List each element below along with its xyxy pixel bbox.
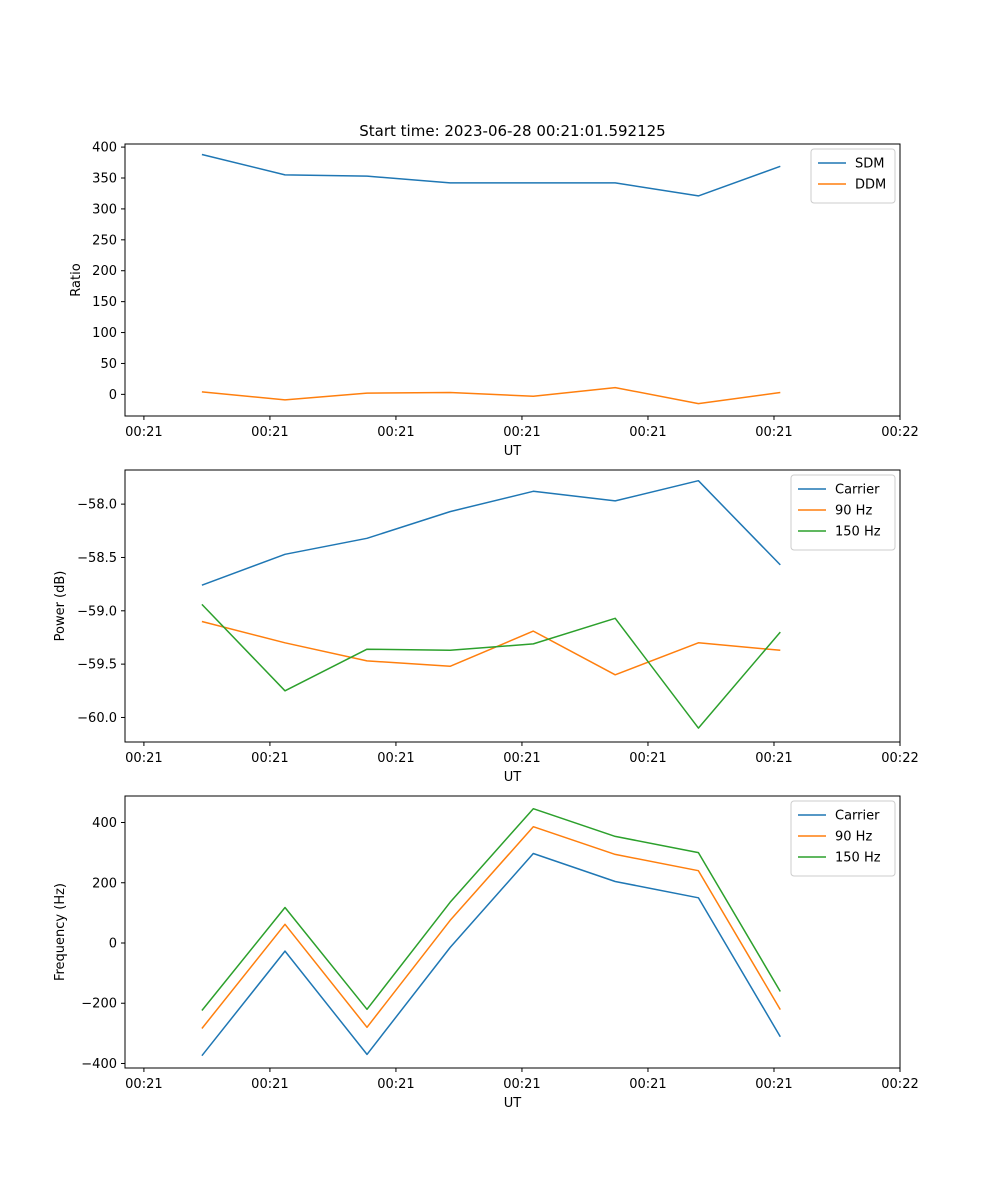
frequency-x-tick-label: 00:21 (125, 1077, 162, 1092)
frequency-legend-label-150-hz: 150 Hz (835, 851, 881, 866)
frequency-x-axis-label: UT (504, 1096, 522, 1111)
ratio-y-tick-label: 150 (92, 295, 117, 310)
power-x-tick-label: 00:21 (503, 751, 540, 766)
ratio-x-tick-label: 00:21 (377, 425, 414, 440)
power-y-axis-label: Power (dB) (53, 571, 68, 642)
power-x-tick-label: 00:22 (881, 751, 918, 766)
ratio-legend-label-sdm: SDM (855, 157, 884, 172)
power-x-axis-label: UT (504, 770, 522, 785)
frequency-y-axis-label: Frequency (Hz) (53, 883, 68, 981)
frequency-x-tick-label: 00:21 (251, 1077, 288, 1092)
ratio-x-tick-label: 00:21 (125, 425, 162, 440)
ratio-x-axis-label: UT (504, 444, 522, 459)
power-y-tick-label: −60.0 (77, 711, 117, 726)
ratio-y-tick-label: 100 (92, 326, 117, 341)
frequency-y-tick-label: 0 (109, 936, 117, 951)
ratio-y-tick-label: 200 (92, 264, 117, 279)
power-x-tick-label: 00:21 (377, 751, 414, 766)
frequency-x-tick-label: 00:21 (755, 1077, 792, 1092)
ratio-y-axis-label: Ratio (69, 263, 84, 296)
frequency-y-tick-label: −400 (81, 1057, 117, 1072)
ratio-x-tick-label: 00:22 (881, 425, 918, 440)
power-legend-label-90-hz: 90 Hz (835, 504, 872, 519)
ratio-y-tick-label: 50 (100, 357, 117, 372)
ratio-y-tick-label: 250 (92, 233, 117, 248)
frequency-axes-frame (124, 795, 901, 1069)
ratio-y-tick-label: 400 (92, 141, 117, 156)
ratio-y-tick-label: 350 (92, 172, 117, 187)
ratio-x-tick-label: 00:21 (755, 425, 792, 440)
power-x-tick-label: 00:21 (125, 751, 162, 766)
frequency-series-line-carrier (201, 852, 781, 1057)
power-series-line-90-hz (201, 620, 781, 676)
ratio-x-tick-label: 00:21 (629, 425, 666, 440)
frequency-x-tick-label: 00:22 (881, 1077, 918, 1092)
power-x-tick-label: 00:21 (629, 751, 666, 766)
frequency-legend-label-carrier: Carrier (835, 809, 880, 824)
power-y-tick-label: −59.0 (77, 604, 117, 619)
ratio-axes-frame (124, 143, 901, 417)
power-series-line-150-hz (201, 603, 781, 729)
power-axes-frame (124, 469, 901, 743)
figure-title: Start time: 2023-06-28 00:21:01.592125 (359, 122, 665, 140)
frequency-chart: 00:21 00:21 00:21 00:21 00:21 00:21 00:22 −400 −… (53, 795, 919, 1111)
power-chart: 00:21 00:21 00:21 00:21 00:21 00:21 00:22 −60.0… (53, 469, 919, 785)
ratio-x-tick-label: 00:21 (251, 425, 288, 440)
frequency-y-tick-label: 200 (92, 876, 117, 891)
power-x-tick-label: 00:21 (755, 751, 792, 766)
ratio-x-tick-label: 00:21 (503, 425, 540, 440)
power-y-tick-label: −58.5 (77, 551, 117, 566)
ratio-y-tick-label: 300 (92, 202, 117, 217)
ratio-series-line-ddm (201, 386, 781, 405)
power-legend-label-carrier: Carrier (835, 483, 880, 498)
ratio-legend-label-ddm: DDM (855, 178, 886, 193)
power-y-tick-label: −58.0 (77, 498, 117, 513)
power-x-tick-label: 00:21 (251, 751, 288, 766)
ratio-series-line-sdm (201, 153, 781, 197)
ratio-y-tick-label: 0 (109, 388, 117, 403)
frequency-x-tick-label: 00:21 (377, 1077, 414, 1092)
frequency-legend-label-90-hz: 90 Hz (835, 830, 872, 845)
ratio-chart: 00:21 00:21 00:21 00:21 00:21 00:21 00:22 0 50 10… (69, 141, 919, 459)
frequency-y-tick-label: 400 (92, 816, 117, 831)
frequency-y-tick-label: −200 (81, 997, 117, 1012)
frequency-x-tick-label: 00:21 (503, 1077, 540, 1092)
frequency-x-tick-label: 00:21 (629, 1077, 666, 1092)
frequency-series-line-90-hz (201, 825, 781, 1029)
frequency-series-line-150-hz (201, 807, 781, 1011)
power-y-tick-label: −59.5 (77, 658, 117, 673)
power-legend-label-150-hz: 150 Hz (835, 525, 881, 540)
power-series-line-carrier (201, 479, 781, 586)
